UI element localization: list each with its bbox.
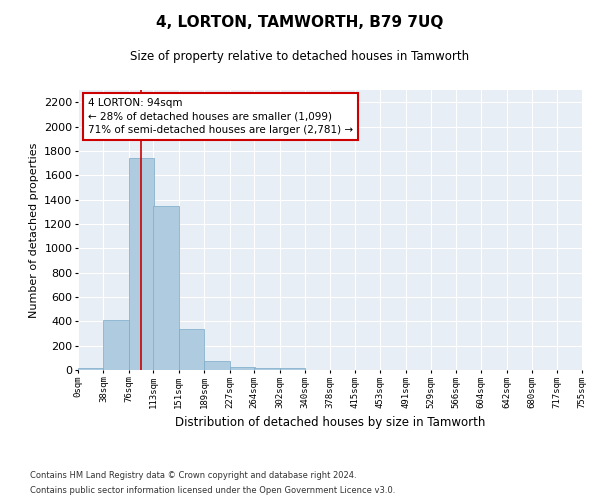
Bar <box>154 206 179 370</box>
Text: 4 LORTON: 94sqm
← 28% of detached houses are smaller (1,099)
71% of semi-detache: 4 LORTON: 94sqm ← 28% of detached houses… <box>88 98 353 135</box>
Text: 4, LORTON, TAMWORTH, B79 7UQ: 4, LORTON, TAMWORTH, B79 7UQ <box>157 15 443 30</box>
Text: Contains public sector information licensed under the Open Government Licence v3: Contains public sector information licen… <box>30 486 395 495</box>
Bar <box>78 368 103 370</box>
Bar <box>230 367 255 370</box>
Bar <box>254 368 280 370</box>
Bar <box>129 158 154 370</box>
Bar <box>280 368 305 370</box>
Y-axis label: Number of detached properties: Number of detached properties <box>29 142 38 318</box>
Text: Size of property relative to detached houses in Tamworth: Size of property relative to detached ho… <box>130 50 470 63</box>
X-axis label: Distribution of detached houses by size in Tamworth: Distribution of detached houses by size … <box>175 416 485 429</box>
Bar <box>103 320 129 370</box>
Text: Contains HM Land Registry data © Crown copyright and database right 2024.: Contains HM Land Registry data © Crown c… <box>30 471 356 480</box>
Bar <box>179 328 204 370</box>
Bar <box>204 362 230 370</box>
